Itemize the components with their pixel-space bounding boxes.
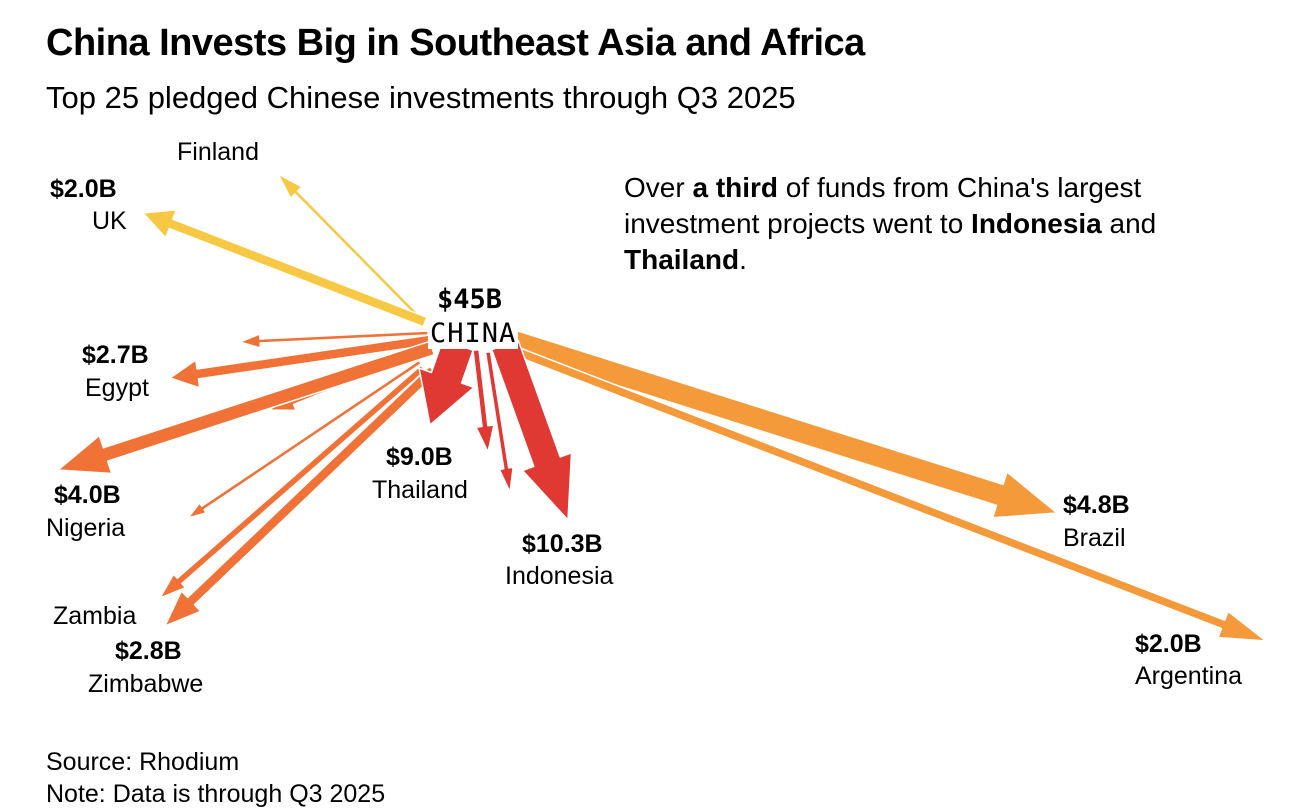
indonesia-value: $10.3B xyxy=(522,530,603,558)
uk-name: UK xyxy=(92,207,127,235)
zimbabwe-name: Zimbabwe xyxy=(88,670,204,698)
source-note: Source: Rhodium xyxy=(46,748,240,776)
origin-total: $45B xyxy=(437,284,503,315)
africa-small-1-arrow xyxy=(239,330,429,349)
brazil-value: $4.8B xyxy=(1063,491,1130,519)
indonesia-name: Indonesia xyxy=(505,562,614,590)
brazil-arrow xyxy=(505,328,1058,519)
nigeria-value: $4.0B xyxy=(54,481,121,509)
finland-name: Finland xyxy=(177,138,259,166)
origin-label: CHINA xyxy=(428,318,519,349)
egypt-name: Egypt xyxy=(85,374,149,402)
brazil-name: Brazil xyxy=(1063,524,1126,552)
zambia-arrow xyxy=(159,364,427,599)
chart-subtitle: Top 25 pledged Chinese investments throu… xyxy=(46,80,796,115)
egypt-value: $2.7B xyxy=(82,341,149,369)
indonesia-arrow xyxy=(491,339,573,521)
argentina-name: Argentina xyxy=(1135,662,1243,690)
zambia-name: Zambia xyxy=(53,602,137,630)
uk-value: $2.0B xyxy=(50,175,117,203)
annotation-text: Over a third of funds from China's large… xyxy=(624,172,1157,275)
thailand-arrow xyxy=(418,338,475,426)
asia-small-2-arrow xyxy=(484,350,514,493)
zimbabwe-arrow xyxy=(164,365,438,627)
argentina-value: $2.0B xyxy=(1135,630,1202,658)
finland-arrow xyxy=(277,173,423,321)
nigeria-arrow xyxy=(57,340,435,475)
chart-title: China Invests Big in Southeast Asia and … xyxy=(46,22,865,64)
thailand-name: Thailand xyxy=(372,476,468,504)
zimbabwe-value: $2.8B xyxy=(115,637,182,665)
asia-small-1-arrow xyxy=(472,348,495,453)
africa-small-3-arrow xyxy=(187,359,422,519)
nigeria-name: Nigeria xyxy=(46,514,126,542)
thailand-value: $9.0B xyxy=(386,443,453,471)
data-note: Note: Data is through Q3 2025 xyxy=(46,780,386,808)
egypt-arrow xyxy=(169,334,432,389)
uk-arrow xyxy=(142,209,428,328)
argentina-arrow xyxy=(502,342,1267,642)
